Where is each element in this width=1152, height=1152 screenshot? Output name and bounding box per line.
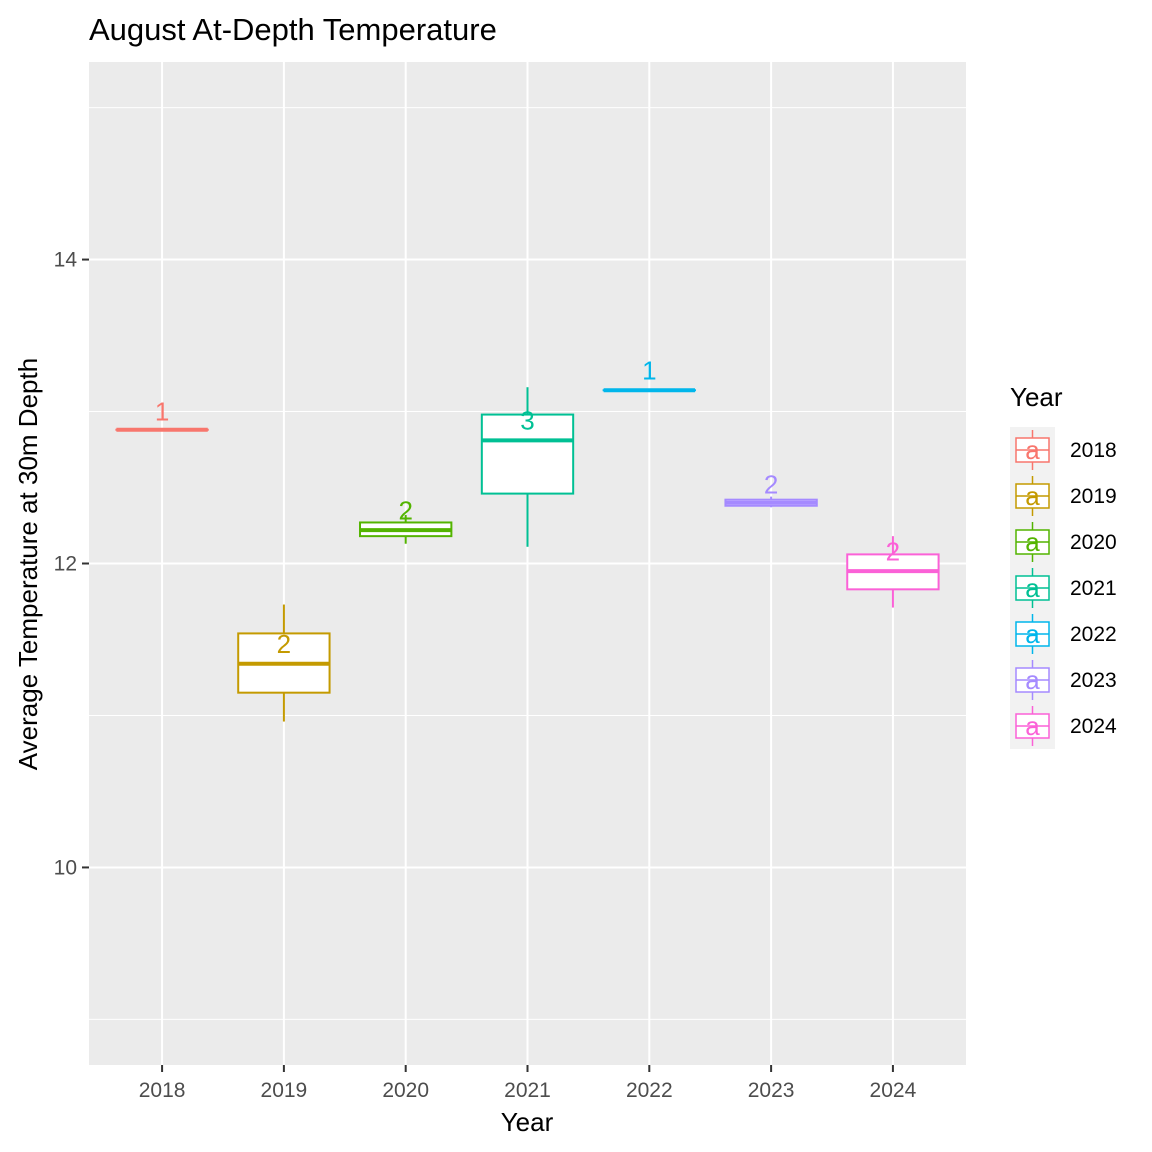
count-labels: 1 2 2 3 1 2 2 <box>155 355 900 659</box>
y-tick-label: 12 <box>54 553 77 576</box>
legend-label: 2023 <box>1070 669 1117 692</box>
box-2021 <box>480 387 575 547</box>
legend-key-glyph: a <box>1025 435 1040 465</box>
x-tick-label: 2021 <box>504 1079 551 1102</box>
legend-key-glyph: a <box>1025 481 1040 511</box>
count-label: 3 <box>520 406 534 436</box>
count-label: 2 <box>277 629 291 659</box>
count-label: 2 <box>398 495 412 525</box>
x-tick-label: 2023 <box>748 1079 795 1102</box>
legend-label: 2024 <box>1070 715 1117 738</box>
legend-key-glyph: a <box>1025 573 1040 603</box>
chart-title: August At-Depth Temperature <box>89 12 497 47</box>
legend-item-2020: a 2020 <box>1010 519 1117 565</box>
legend-item-2023: a 2023 <box>1010 657 1117 703</box>
legend-item-2018: a 2018 <box>1010 427 1117 473</box>
x-tick-label: 2022 <box>626 1079 673 1102</box>
count-label: 2 <box>764 469 778 499</box>
box-series <box>115 387 940 722</box>
legend-item-2024: a 2024 <box>1010 703 1117 749</box>
x-tick-label: 2024 <box>870 1079 917 1102</box>
count-label: 2 <box>886 536 900 566</box>
x-axis: 2018 2019 2020 2021 2022 2023 2024 <box>139 1065 917 1102</box>
legend-key-glyph: a <box>1025 527 1040 557</box>
box-2024 <box>846 536 940 608</box>
legend-title: Year <box>1010 382 1063 412</box>
legend-label: 2020 <box>1070 531 1117 554</box>
legend-keys: a 2018 a 2019 a 2020 a 2021 a 2022 a 2023 a 2024 <box>1010 427 1117 749</box>
legend-item-2019: a 2019 <box>1010 473 1117 519</box>
box-body <box>480 413 575 495</box>
count-label: 1 <box>155 397 169 427</box>
x-axis-title: Year <box>501 1107 554 1137</box>
y-tick-label: 14 <box>54 249 78 272</box>
legend-key-glyph: a <box>1025 619 1040 649</box>
y-axis: 10 12 14 <box>54 249 89 879</box>
legend-key-glyph: a <box>1025 665 1040 695</box>
legend-label: 2022 <box>1070 623 1117 646</box>
legend: Year a 2018 a 2019 a 2020 a 2021 a 2022 a 2023 a 2024 <box>1010 382 1117 749</box>
y-axis-title: Average Temperature at 30m Depth <box>13 358 43 770</box>
x-tick-label: 2020 <box>382 1079 429 1102</box>
x-tick-label: 2019 <box>261 1079 308 1102</box>
x-tick-label: 2018 <box>139 1079 186 1102</box>
legend-item-2022: a 2022 <box>1010 611 1117 657</box>
box-2023 <box>724 496 818 508</box>
box-2019 <box>237 604 331 722</box>
y-tick-label: 10 <box>54 856 77 879</box>
legend-key-glyph: a <box>1025 711 1040 741</box>
legend-label: 2018 <box>1070 439 1117 462</box>
box-2020 <box>359 514 453 544</box>
legend-label: 2021 <box>1070 577 1117 600</box>
legend-item-2021: a 2021 <box>1010 565 1117 611</box>
legend-label: 2019 <box>1070 485 1117 508</box>
count-label: 1 <box>642 355 656 385</box>
